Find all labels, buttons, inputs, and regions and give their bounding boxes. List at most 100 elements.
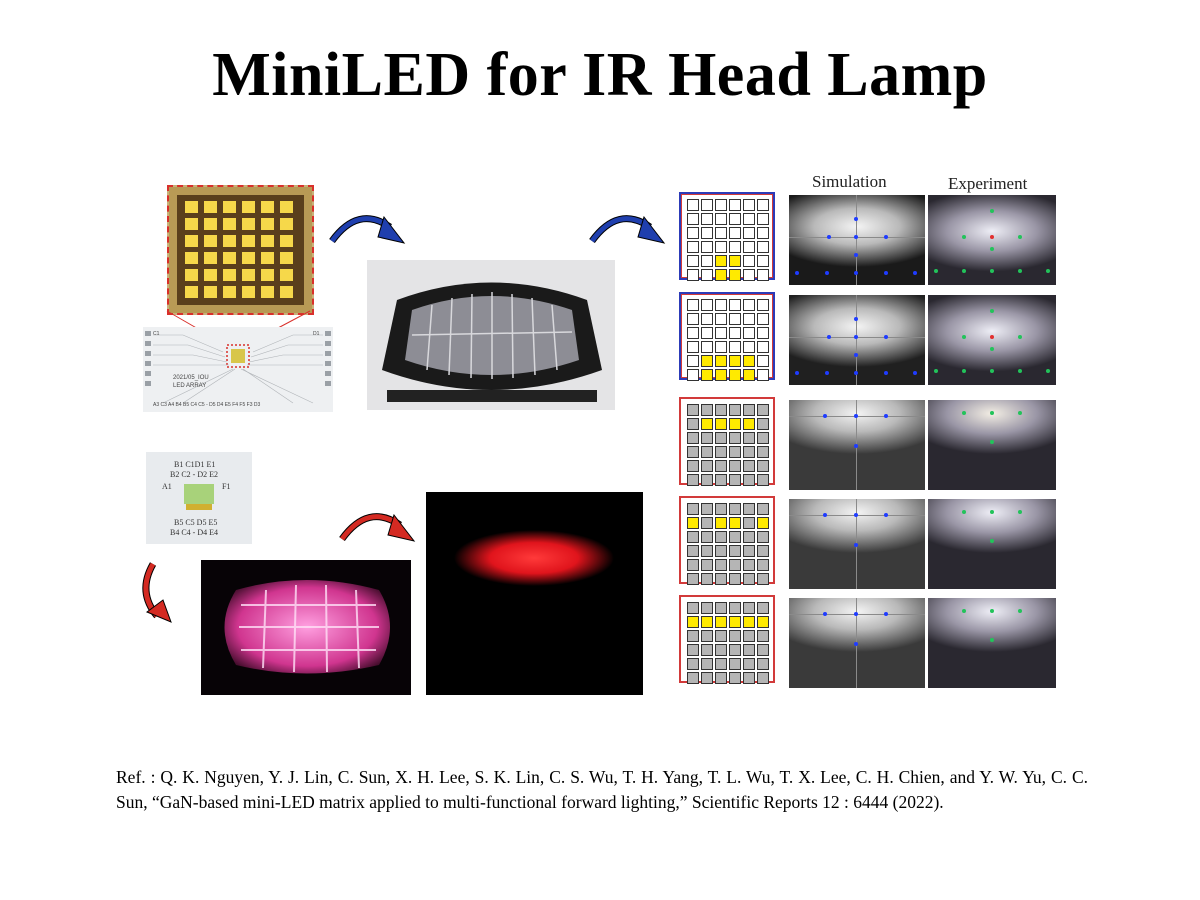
- chip-label-top2: B2 C2 - D2 E2: [170, 470, 218, 479]
- measurement-point: [990, 309, 994, 313]
- chip-led-cell: [261, 269, 274, 281]
- led-pattern-cell: [729, 355, 741, 367]
- led-pattern-cell: [743, 446, 755, 458]
- led-pattern-cell: [687, 602, 699, 614]
- led-pattern-cell: [743, 503, 755, 515]
- measurement-point: [990, 369, 994, 373]
- measurement-point: [795, 271, 799, 275]
- led-pattern-cell: [729, 474, 741, 486]
- measurement-point: [854, 371, 858, 375]
- led-pattern-cell: [757, 299, 769, 311]
- chip-led-cell: [242, 235, 255, 247]
- simulation-header: Simulation: [812, 172, 887, 191]
- led-pattern-cell: [701, 327, 713, 339]
- chip-led-cell: [280, 269, 293, 281]
- led-pattern-cell: [757, 644, 769, 656]
- measurement-point: [990, 638, 994, 642]
- led-pattern-cell: [757, 616, 769, 628]
- vertical-axis-line: [856, 195, 857, 285]
- measurement-point: [990, 335, 994, 339]
- led-pattern-cell: [715, 602, 727, 614]
- led-pattern-cell: [743, 545, 755, 557]
- led-pattern-cell: [729, 446, 741, 458]
- simulation-beam-image: [789, 295, 925, 385]
- led-pattern-cell: [715, 404, 727, 416]
- chip-led-cell: [261, 286, 274, 298]
- led-pattern-cell: [701, 369, 713, 381]
- measurement-point: [1046, 369, 1050, 373]
- measurement-point: [854, 444, 858, 448]
- measurement-point: [1018, 411, 1022, 415]
- led-pattern-cell: [743, 616, 755, 628]
- led-pattern-cell: [715, 199, 727, 211]
- led-pattern-cell: [757, 227, 769, 239]
- led-pattern-cell: [743, 630, 755, 642]
- led-pattern-cell: [687, 227, 699, 239]
- led-pattern-cell: [743, 531, 755, 543]
- chip-led-cell: [204, 269, 217, 281]
- led-pattern-cell: [729, 213, 741, 225]
- measurement-point: [823, 513, 827, 517]
- measurement-point: [884, 271, 888, 275]
- simulation-beam-image: [789, 598, 925, 688]
- measurement-point: [934, 269, 938, 273]
- led-pattern-cell: [701, 432, 713, 444]
- led-pattern-cell: [715, 213, 727, 225]
- led-pattern-cell: [701, 446, 713, 458]
- measurement-point: [854, 217, 858, 221]
- chip-led-cell: [261, 201, 274, 213]
- chip-label-top1: B1 C1D1 E1: [174, 460, 216, 469]
- led-pattern-cell: [687, 269, 699, 281]
- chip-led-cell: [185, 235, 198, 247]
- experiment-beam-image: [928, 499, 1056, 589]
- measurement-point: [1018, 609, 1022, 613]
- led-pattern-cell: [729, 658, 741, 670]
- measurement-point: [854, 612, 858, 616]
- simulation-beam-image: [789, 400, 925, 490]
- led-pattern-cell: [743, 327, 755, 339]
- led-pattern-cell: [743, 404, 755, 416]
- measurement-point: [962, 369, 966, 373]
- measurement-point: [795, 371, 799, 375]
- led-pattern-cell: [687, 644, 699, 656]
- reference-citation: Ref. : Q. K. Nguyen, Y. J. Lin, C. Sun, …: [116, 767, 1088, 812]
- measurement-point: [854, 642, 858, 646]
- experiment-beam-image: [928, 295, 1056, 385]
- led-pattern-cell: [715, 658, 727, 670]
- led-pattern-cell: [743, 460, 755, 472]
- led-pattern-cell: [715, 418, 727, 430]
- led-pattern-cell: [701, 269, 713, 281]
- led-pattern-cell: [715, 644, 727, 656]
- red-beam-pattern-photo: [426, 492, 643, 695]
- lit-lamp-pink-photo: [201, 560, 411, 695]
- led-pattern-cell: [715, 369, 727, 381]
- chip-led-cell: [261, 235, 274, 247]
- measurement-point: [823, 414, 827, 418]
- led-pattern-cell: [687, 503, 699, 515]
- chip-led-cell: [204, 252, 217, 264]
- chip-led-cell: [204, 218, 217, 230]
- led-pattern-cell: [729, 545, 741, 557]
- measurement-point: [854, 543, 858, 547]
- head-lamp-photo: [367, 260, 615, 410]
- led-pattern-cell: [687, 616, 699, 628]
- led-pattern-cell: [757, 531, 769, 543]
- chip-label-bottom2: B4 C4 - D4 E4: [170, 528, 218, 537]
- led-pattern-cell: [743, 672, 755, 684]
- led-pattern-cell: [757, 658, 769, 670]
- chip-led-cell: [242, 286, 255, 298]
- chip-led-cell: [185, 218, 198, 230]
- led-pattern-cell: [729, 672, 741, 684]
- measurement-point: [990, 235, 994, 239]
- led-pattern-cell: [743, 255, 755, 267]
- led-pattern-cell: [715, 559, 727, 571]
- pcb-traces: [145, 331, 331, 404]
- led-pattern-cell: [715, 672, 727, 684]
- measurement-point: [884, 612, 888, 616]
- led-pattern-cell: [743, 355, 755, 367]
- chip-led-cell: [242, 252, 255, 264]
- head-lamp-image: [367, 260, 615, 410]
- chip-led-cell: [185, 269, 198, 281]
- led-pattern-cell: [757, 418, 769, 430]
- led-pattern-cell: [701, 418, 713, 430]
